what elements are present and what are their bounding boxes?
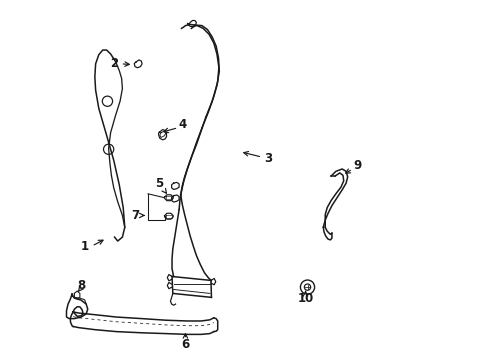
Text: 8: 8 — [77, 279, 85, 292]
Text: 3: 3 — [264, 152, 272, 165]
Text: 4: 4 — [178, 118, 186, 131]
Text: 9: 9 — [353, 158, 361, 171]
Text: 6: 6 — [181, 338, 189, 351]
Text: 10: 10 — [297, 292, 313, 305]
Text: 1: 1 — [81, 240, 89, 253]
Text: 5: 5 — [155, 177, 163, 190]
Text: 7: 7 — [131, 209, 139, 222]
Text: 2: 2 — [109, 57, 118, 70]
